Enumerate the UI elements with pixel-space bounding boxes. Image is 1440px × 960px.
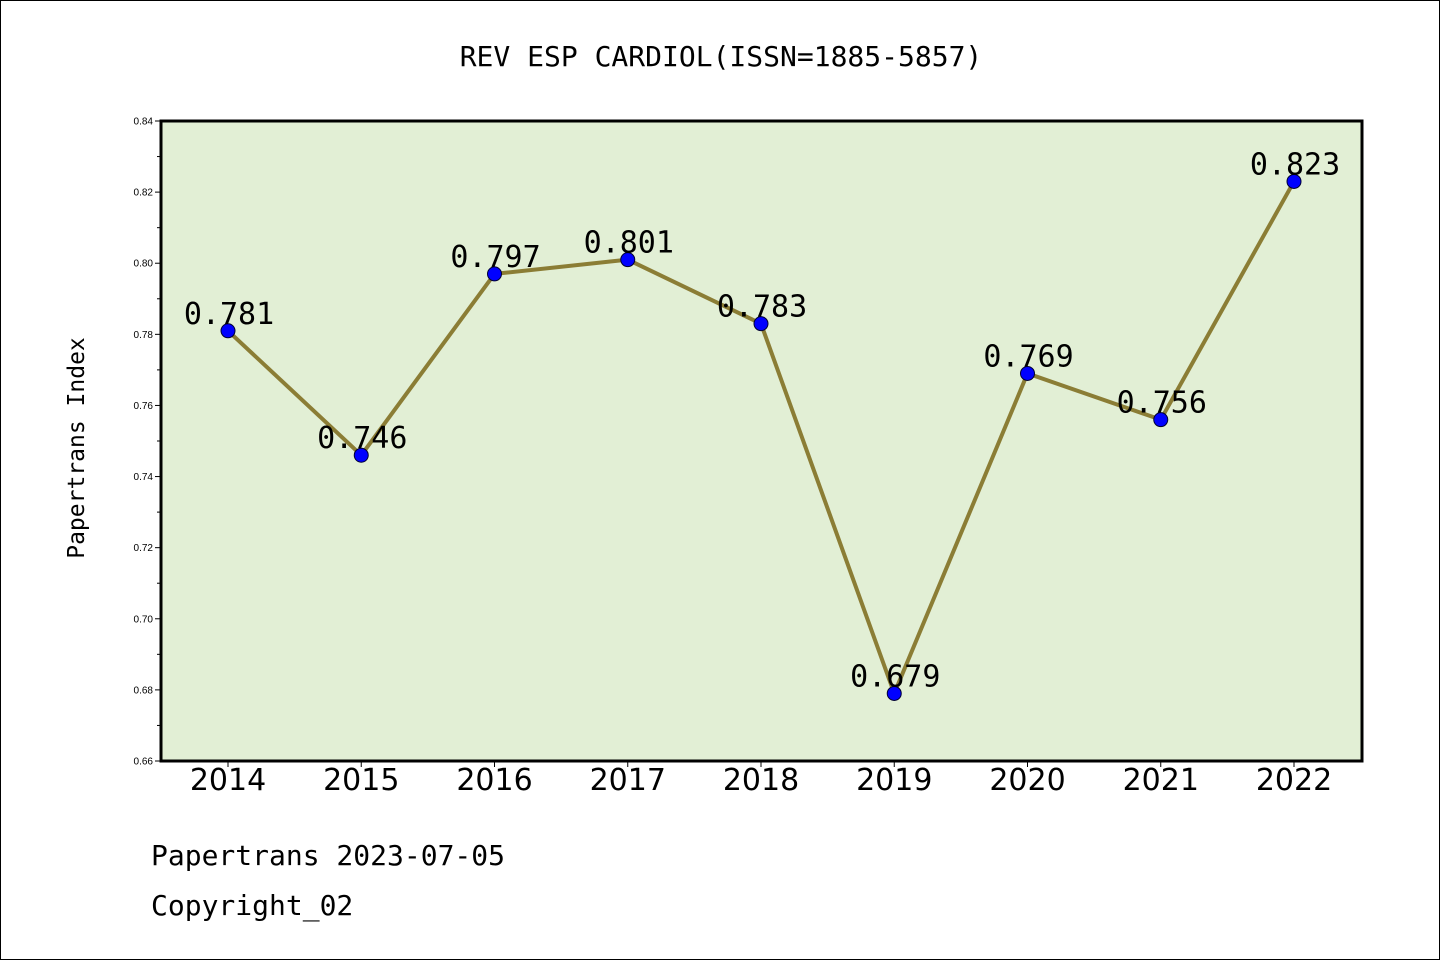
data-point [487,266,502,282]
data-label: 0.801 [584,226,674,261]
y-tick-label: 0.78 [134,330,154,341]
y-tick-label: 0.76 [134,401,154,412]
data-label: 0.783 [717,290,807,325]
y-tick-label: 0.70 [134,614,154,625]
data-point [220,323,236,339]
footer-date: Papertrans 2023-07-05 [151,839,505,872]
data-point [1020,365,1035,381]
data-point [1286,173,1302,189]
x-tick-label: 2014 [190,763,266,798]
data-point [753,316,769,332]
data-label: 0.823 [1250,147,1340,182]
data-label: 0.797 [450,240,540,275]
x-tick-label: 2019 [856,763,932,798]
y-axis: 0.66 0.68 0.70 0.72 0.74 0.76 0.78 0.80 0.82 0.84 [134,117,161,768]
data-point [620,252,636,268]
data-label: 0.679 [850,659,940,694]
y-axis-label: Papertrans Index [64,337,90,559]
x-tick-label: 2017 [590,763,666,798]
x-tick-label: 2018 [723,763,799,798]
y-tick-label: 0.74 [134,472,154,483]
x-tick-label: 2020 [989,763,1065,798]
data-labels-group: 0.781 0.746 0.797 0.801 0.783 0.679 0.769 0.756… [184,147,1340,694]
data-label: 0.781 [184,297,274,332]
y-tick-label: 0.68 [134,685,154,696]
y-tick-label: 0.72 [134,543,154,554]
plot-area [161,121,1362,761]
x-tick-label: 2021 [1123,763,1199,798]
data-point [353,447,369,463]
x-tick-label: 2016 [456,763,532,798]
chart-title: REV ESP CARDIOL(ISSN=1885-5857) [460,40,983,73]
x-tick-label: 2015 [323,763,399,798]
markers-group [220,173,1302,701]
footer-copyright: Copyright_02 [151,889,353,923]
data-label: 0.746 [317,421,407,456]
y-tick-label: 0.80 [134,259,154,270]
x-tick-label: 2022 [1256,763,1332,798]
y-tick-label: 0.82 [134,188,154,199]
x-axis: 2014 2015 2016 2017 2018 2019 2020 2021 2022 [190,761,1332,798]
y-tick-label: 0.66 [134,757,154,768]
data-point [1153,412,1169,428]
data-label: 0.769 [983,339,1073,374]
y-tick-label: 0.84 [134,117,154,128]
data-label: 0.756 [1117,386,1207,421]
plot-frame [159,119,1364,763]
data-point [886,685,902,701]
